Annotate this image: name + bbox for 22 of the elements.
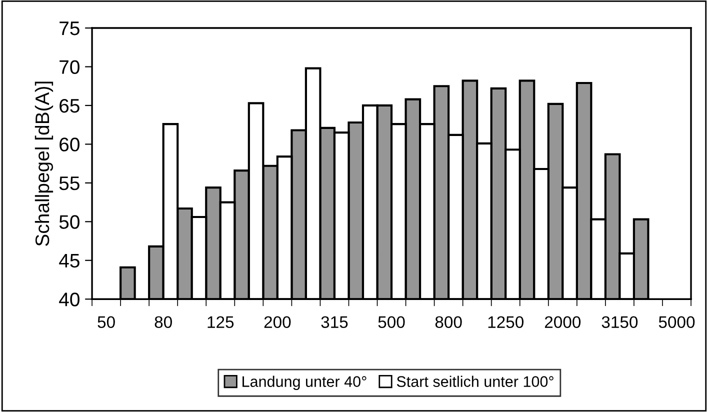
legend-label: Start seitlich unter 100° <box>396 376 554 387</box>
x-tick-label: 315 <box>321 316 348 328</box>
x-tick-label: 500 <box>378 316 405 328</box>
y-tick-label: 50 <box>59 215 80 229</box>
x-tick-label: 5000 <box>658 316 695 328</box>
y-tick-label: 40 <box>59 292 80 306</box>
x-tick-label: 1250 <box>488 316 524 328</box>
y-tick-label: 60 <box>60 138 80 152</box>
x-tick-label: 2000 <box>544 316 581 328</box>
y-tick-label: 55 <box>59 176 80 190</box>
y-tick-label: 70 <box>60 60 80 74</box>
legend-label: Landung unter 40° <box>242 376 366 390</box>
x-tick-label: 200 <box>264 316 291 328</box>
x-tick-label: 80 <box>154 316 172 328</box>
x-tick-label: 50 <box>98 316 115 328</box>
x-tick-label: 3150 <box>602 316 638 328</box>
y-tick-label: 75 <box>60 22 80 36</box>
y-tick-label: 45 <box>59 254 80 268</box>
y-axis-title: Schallpegel [dB(A)] <box>34 82 54 246</box>
x-tick-label: 125 <box>208 316 234 328</box>
x-tick-label: 800 <box>435 316 462 328</box>
y-tick-label: 65 <box>60 98 80 113</box>
